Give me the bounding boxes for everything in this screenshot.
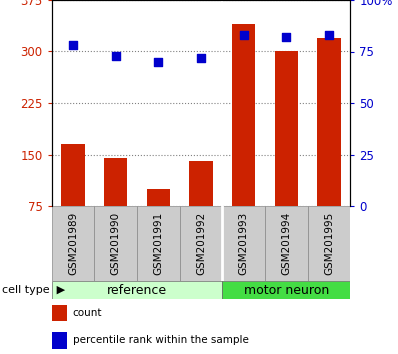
- Bar: [265, 206, 308, 281]
- Bar: [146, 189, 170, 206]
- Bar: [52, 206, 94, 281]
- Point: [198, 55, 204, 61]
- Bar: [222, 281, 350, 299]
- Point: [155, 59, 162, 65]
- Bar: [317, 38, 341, 206]
- Text: GSM201991: GSM201991: [153, 212, 163, 275]
- Point: [113, 53, 119, 58]
- Point: [283, 34, 289, 40]
- Bar: [137, 206, 179, 281]
- Bar: [232, 24, 256, 206]
- Text: GSM201990: GSM201990: [111, 212, 121, 275]
- Bar: [52, 304, 67, 321]
- Bar: [222, 206, 265, 281]
- Text: GSM201993: GSM201993: [239, 212, 249, 275]
- Bar: [52, 332, 67, 348]
- Bar: [189, 161, 213, 206]
- Text: GSM201989: GSM201989: [68, 212, 78, 275]
- Bar: [308, 206, 350, 281]
- Bar: [179, 206, 222, 281]
- Bar: [104, 158, 127, 206]
- Text: reference: reference: [107, 284, 167, 297]
- Bar: [61, 144, 85, 206]
- Text: count: count: [73, 308, 102, 318]
- Text: GSM201995: GSM201995: [324, 212, 334, 275]
- Point: [326, 32, 332, 38]
- Point: [240, 32, 247, 38]
- Text: cell type  ▶: cell type ▶: [2, 285, 65, 295]
- Bar: [52, 281, 222, 299]
- Point: [70, 42, 76, 48]
- Text: motor neuron: motor neuron: [244, 284, 329, 297]
- Bar: [94, 206, 137, 281]
- Text: percentile rank within the sample: percentile rank within the sample: [73, 335, 248, 345]
- Bar: [275, 51, 298, 206]
- Text: GSM201994: GSM201994: [281, 212, 291, 275]
- Text: GSM201992: GSM201992: [196, 212, 206, 275]
